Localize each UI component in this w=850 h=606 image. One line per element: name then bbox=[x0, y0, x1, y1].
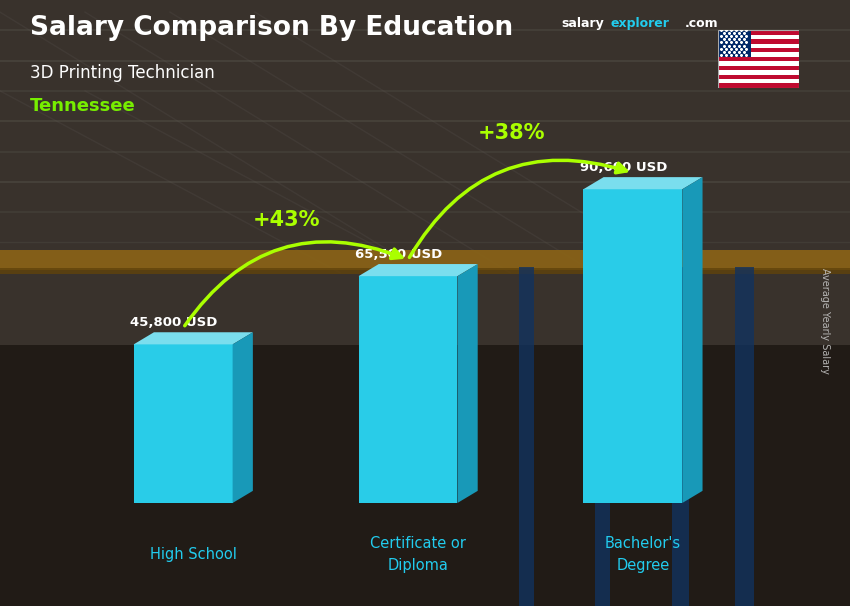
Polygon shape bbox=[133, 332, 252, 344]
Bar bbox=[718, 53, 799, 57]
Text: salary: salary bbox=[561, 17, 604, 30]
Text: Salary Comparison By Education: Salary Comparison By Education bbox=[30, 15, 513, 41]
Bar bbox=[0, 0, 850, 345]
Text: +38%: +38% bbox=[478, 123, 545, 143]
Text: explorer: explorer bbox=[610, 17, 669, 30]
Polygon shape bbox=[359, 264, 478, 276]
Bar bbox=[735, 267, 754, 606]
Bar bbox=[718, 48, 799, 53]
Bar bbox=[718, 30, 751, 57]
Bar bbox=[359, 276, 457, 503]
Bar bbox=[718, 30, 799, 35]
Bar bbox=[718, 65, 799, 70]
Text: Average Yearly Salary: Average Yearly Salary bbox=[819, 268, 830, 374]
Bar bbox=[0, 250, 850, 270]
Bar bbox=[718, 61, 799, 65]
Text: 65,500 USD: 65,500 USD bbox=[355, 248, 443, 261]
Text: Tennessee: Tennessee bbox=[30, 97, 135, 115]
Bar bbox=[518, 267, 534, 606]
Bar bbox=[0, 345, 850, 606]
Text: Certificate or
Diploma: Certificate or Diploma bbox=[371, 536, 466, 573]
Text: 90,600 USD: 90,600 USD bbox=[581, 161, 667, 174]
Polygon shape bbox=[683, 177, 703, 503]
Bar bbox=[718, 79, 799, 84]
Bar bbox=[0, 268, 850, 274]
Text: .com: .com bbox=[685, 17, 719, 30]
Bar bbox=[672, 267, 688, 606]
Bar bbox=[718, 84, 799, 88]
Bar bbox=[133, 344, 233, 503]
Polygon shape bbox=[457, 264, 478, 503]
Bar bbox=[718, 35, 799, 39]
Bar bbox=[718, 44, 799, 48]
Bar bbox=[595, 267, 610, 606]
Polygon shape bbox=[583, 177, 703, 189]
Bar bbox=[718, 70, 799, 75]
Bar bbox=[718, 57, 799, 61]
Text: 3D Printing Technician: 3D Printing Technician bbox=[30, 64, 214, 82]
Text: High School: High School bbox=[150, 547, 236, 562]
Text: +43%: +43% bbox=[252, 210, 320, 230]
Text: 45,800 USD: 45,800 USD bbox=[131, 316, 218, 329]
Polygon shape bbox=[233, 332, 252, 503]
Bar bbox=[718, 39, 799, 44]
Bar bbox=[583, 189, 683, 503]
Bar bbox=[718, 75, 799, 79]
Text: Bachelor's
Degree: Bachelor's Degree bbox=[605, 536, 681, 573]
